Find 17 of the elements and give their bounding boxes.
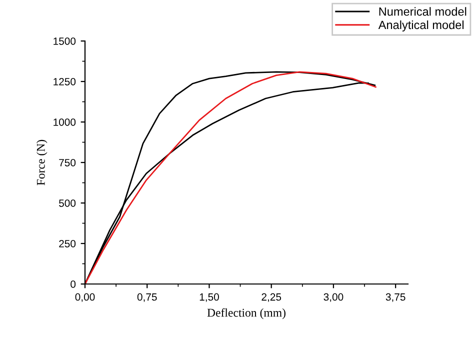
- y-tick-label: 1500: [54, 38, 76, 45]
- y-tick-label: 500: [59, 200, 76, 207]
- y-tick-label: 1250: [54, 78, 76, 86]
- legend-label: Analytical model: [378, 20, 464, 32]
- y-tick-label: 750: [59, 159, 76, 166]
- y-tick-label: 250: [59, 240, 76, 248]
- y-tick-label: 1000: [54, 118, 76, 126]
- y-tick-label: 0: [70, 280, 76, 288]
- x-tick-label: 3,00: [324, 293, 344, 302]
- x-tick-label: 0,00: [75, 293, 95, 302]
- x-tick-label: 3,75: [386, 293, 406, 302]
- x-tick-label: 0,75: [137, 293, 157, 302]
- x-axis-title: Deflection (mm): [207, 308, 286, 320]
- y-axis-title: Force (N): [36, 140, 48, 186]
- legend-label: Numerical model: [379, 7, 466, 16]
- x-tick-label: 2,25: [262, 293, 282, 302]
- x-tick-label: 1,50: [200, 293, 219, 302]
